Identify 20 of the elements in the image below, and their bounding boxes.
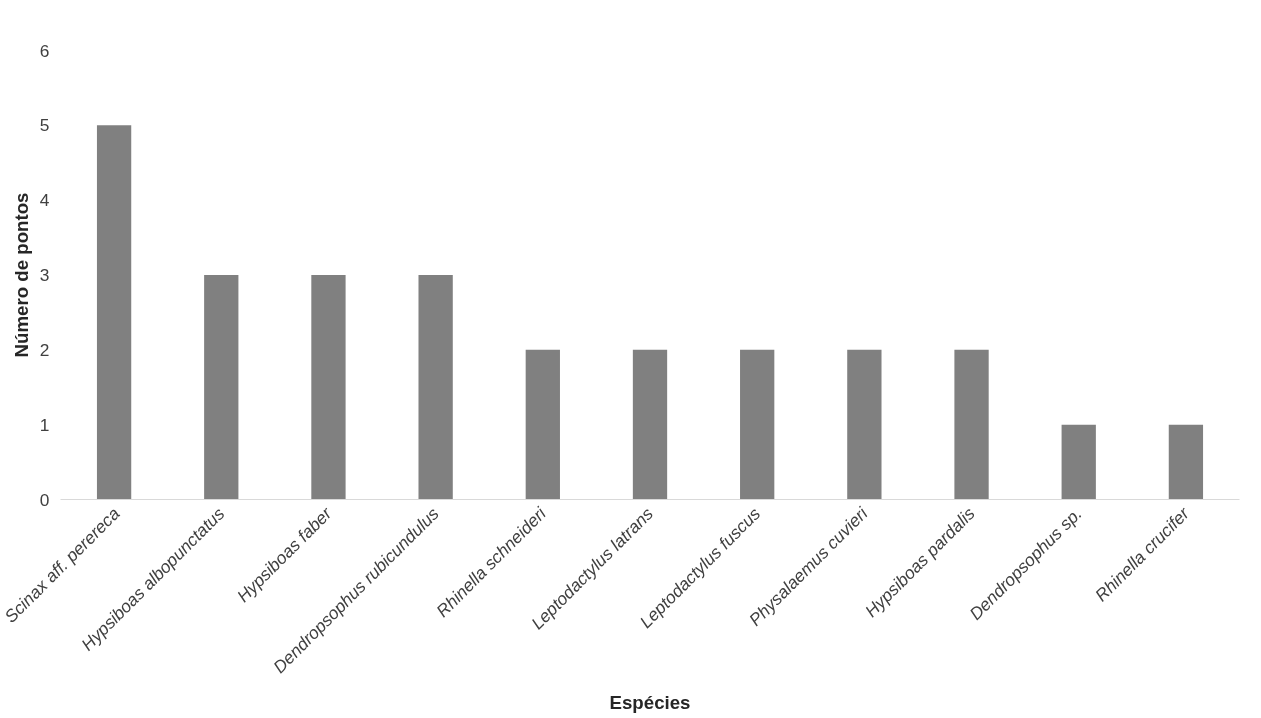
y-tick-label: 1 — [39, 414, 50, 435]
x-axis-title: Espécies — [609, 692, 691, 714]
bar — [311, 275, 346, 500]
bar — [954, 349, 989, 500]
bar — [1168, 424, 1204, 500]
y-tick-label: 6 — [39, 40, 50, 61]
bar — [632, 349, 668, 500]
bar — [525, 349, 560, 500]
bar — [96, 125, 132, 500]
y-tick-label: 4 — [39, 190, 50, 211]
bar — [204, 275, 239, 500]
bar — [1061, 424, 1096, 500]
y-tick-label: 5 — [39, 115, 50, 136]
y-tick-label: 2 — [39, 339, 50, 360]
y-tick-label: 0 — [39, 489, 50, 510]
y-axis-title: Número de pontos — [10, 192, 32, 358]
y-tick-label: 3 — [39, 265, 50, 285]
bar — [418, 275, 453, 500]
bar — [740, 349, 775, 500]
bar — [847, 349, 882, 500]
